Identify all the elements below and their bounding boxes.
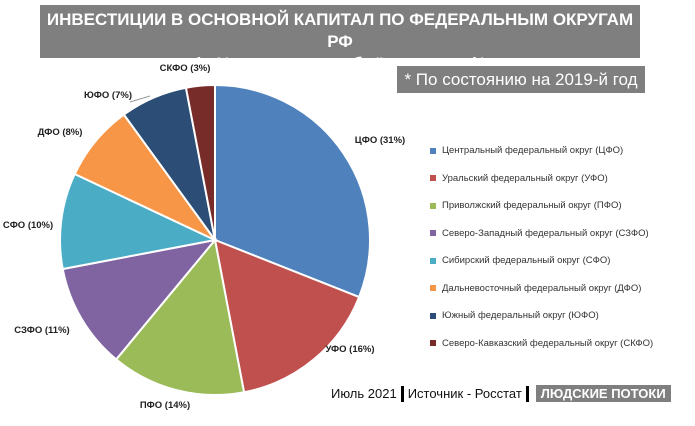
footer-date: Июль 2021 xyxy=(331,386,397,401)
pie-slice xyxy=(213,238,361,394)
legend-label: Южный федеральный округ (ЮФО) xyxy=(442,310,599,322)
pie-slice xyxy=(61,238,218,361)
legend-label: Дальневосточный федеральный округ (ДФО) xyxy=(442,282,642,294)
legend-swatch xyxy=(430,202,436,209)
data-label: ДФО (8%) xyxy=(38,127,83,138)
legend-swatch xyxy=(430,257,436,264)
legend-item: Северо-Кавказский федеральный округ (СКФ… xyxy=(430,330,653,358)
legend-label: Северо-Кавказский федеральный округ (СКФ… xyxy=(442,337,654,349)
footer: Июль 2021 Источник - Росстат ЛЮДСКИЕ ПОТ… xyxy=(331,385,671,402)
legend-item: Дальневосточный федеральный округ (ДФО) xyxy=(430,275,653,303)
legend-label: Центральный федеральный округ (ЦФО) xyxy=(442,145,624,157)
pie-slice xyxy=(214,83,371,299)
legend-item: Северо-Западный федеральный округ (СЗФО) xyxy=(430,220,653,248)
legend-label: Северо-Западный федеральный округ (СЗФО) xyxy=(442,227,649,239)
chart-title-box: ИНВЕСТИЦИИ В ОСНОВНОЙ КАПИТАЛ ПО ФЕДЕРАЛ… xyxy=(40,5,640,73)
data-label: СЗФО (11%) xyxy=(14,325,69,336)
legend-swatch xyxy=(430,175,436,182)
legend-swatch xyxy=(430,340,436,347)
divider xyxy=(400,385,404,402)
brand-logo: ЛЮДСКИЕ ПОТОКИ xyxy=(535,385,671,402)
divider xyxy=(525,385,529,402)
pie-slice xyxy=(184,83,216,241)
data-label: ПФО (14%) xyxy=(140,400,190,411)
leader-line xyxy=(129,95,151,103)
data-label: СКФО (3%) xyxy=(160,63,211,74)
pie-slice xyxy=(59,172,219,271)
legend: Центральный федеральный округ (ЦФО) Ураль… xyxy=(430,137,653,357)
legend-item: Уральский федеральный округ (УФО) xyxy=(430,165,653,193)
legend-swatch xyxy=(430,230,436,237)
data-label: ЦФО (31%) xyxy=(355,135,405,146)
legend-item: Сибирский федеральный округ (СФО) xyxy=(430,247,653,275)
data-label: УФО (16%) xyxy=(325,344,374,355)
pie-slice xyxy=(114,237,246,397)
data-label: СФО (10%) xyxy=(3,220,53,231)
legend-swatch xyxy=(430,285,436,292)
chart-title: ИНВЕСТИЦИИ В ОСНОВНОЙ КАПИТАЛ ПО ФЕДЕРАЛ… xyxy=(46,10,634,51)
footer-source: Источник - Росстат xyxy=(407,386,522,401)
legend-item: Южный федеральный округ (ЮФО) xyxy=(430,302,653,330)
data-label: ЮФО (7%) xyxy=(84,90,132,101)
legend-label: Сибирский федеральный округ (СФО) xyxy=(442,255,611,267)
date-note: * По состоянию на 2019-й год xyxy=(397,66,645,93)
legend-label: Уральский федеральный округ (УФО) xyxy=(442,172,608,184)
legend-swatch xyxy=(430,312,436,319)
legend-item: Приволжский федеральный округ (ПФО) xyxy=(430,192,653,220)
legend-item: Центральный федеральный округ (ЦФО) xyxy=(430,137,653,165)
legend-label: Приволжский федеральный округ (ПФО) xyxy=(442,200,622,212)
legend-swatch xyxy=(430,147,436,154)
